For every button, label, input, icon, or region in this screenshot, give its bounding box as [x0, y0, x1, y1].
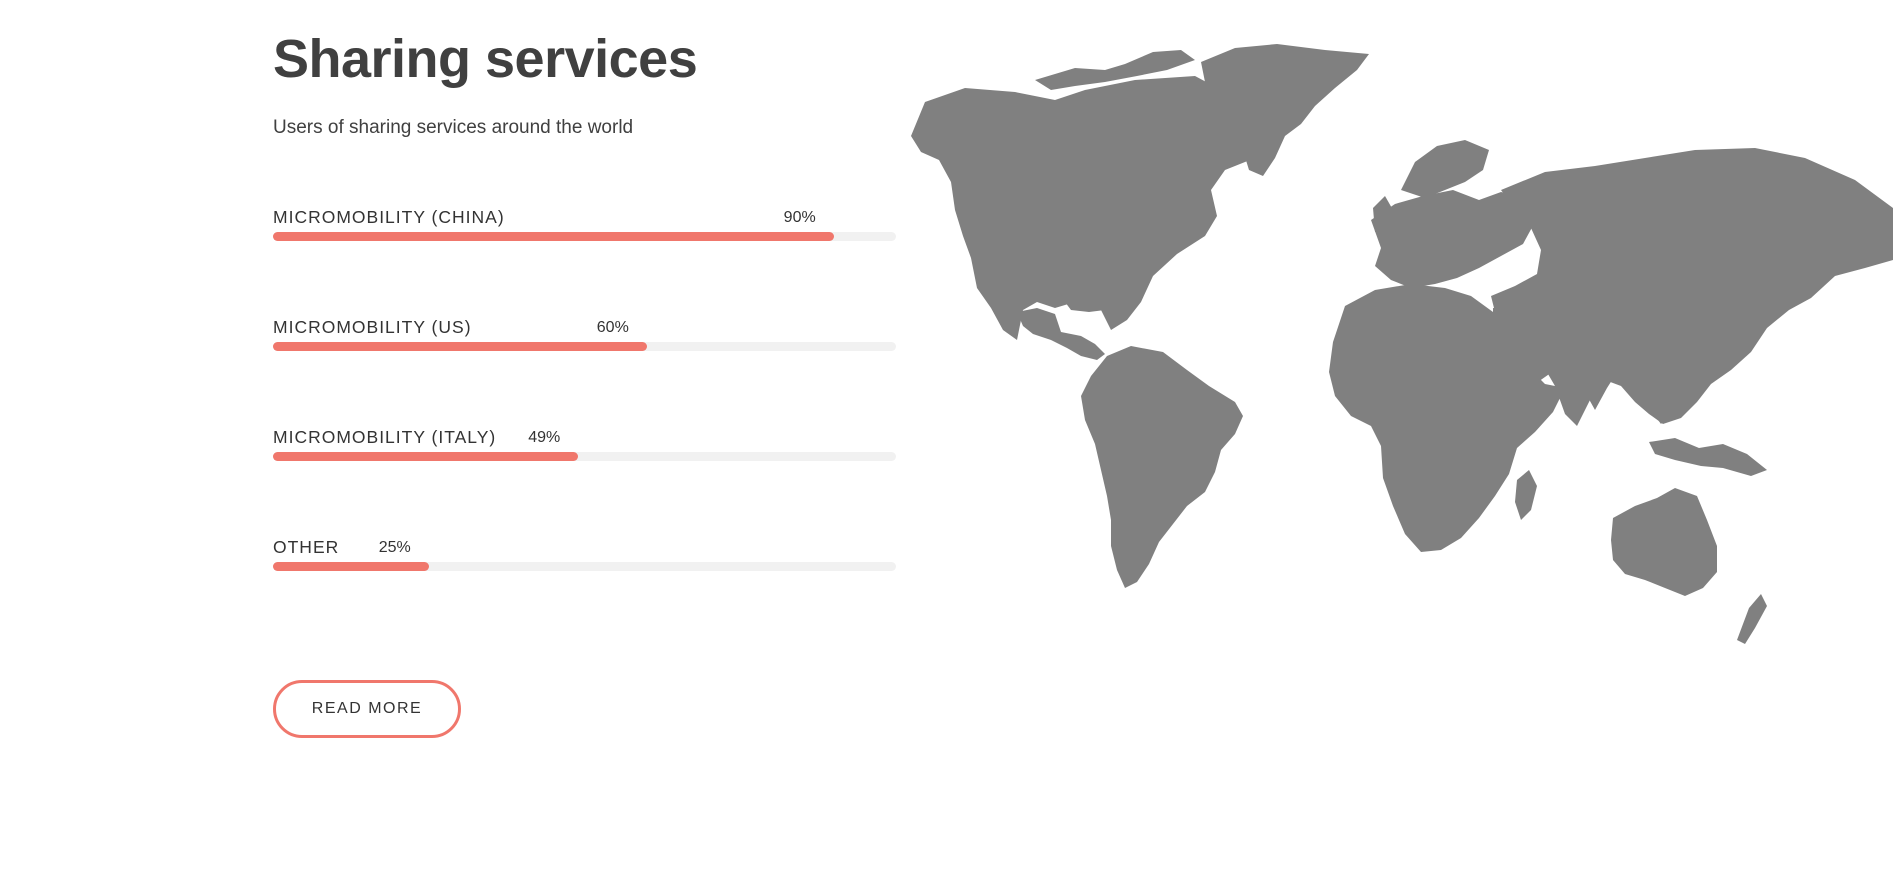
progress-track [273, 342, 896, 351]
page-subtitle: Users of sharing services around the wor… [273, 117, 634, 138]
progress-value: 90% [783, 209, 816, 226]
progress-track [273, 452, 896, 461]
southeast-asia-shape [1645, 366, 1681, 424]
progress-item: MICROMOBILITY (CHINA) 90% [273, 206, 896, 316]
uk-shape [1373, 196, 1393, 232]
africa-shape [1329, 284, 1565, 552]
progress-fill [273, 232, 834, 241]
progress-item: MICROMOBILITY (US) 60% [273, 316, 896, 426]
progress-list: MICROMOBILITY (CHINA) 90% MICROMOBILITY … [273, 206, 896, 624]
progress-value: 60% [596, 319, 629, 336]
madagascar-shape [1515, 470, 1537, 520]
progress-fill [273, 562, 429, 571]
progress-label: OTHER [273, 537, 340, 557]
south-america-shape [1081, 346, 1243, 588]
page-title: Sharing services [273, 29, 698, 89]
arctic-islands-shape [1035, 50, 1195, 90]
world-map-svg [911, 44, 1893, 644]
australia-shape [1611, 488, 1717, 596]
read-more-button[interactable]: READ MORE [273, 680, 461, 738]
map-land [911, 44, 1893, 644]
indonesia-shape [1649, 438, 1767, 476]
progress-item: OTHER 25% [273, 536, 896, 624]
progress-label: MICROMOBILITY (US) [273, 317, 472, 337]
progress-label: MICROMOBILITY (ITALY) [273, 427, 497, 447]
progress-fill [273, 452, 579, 461]
europe-shape [1371, 190, 1535, 288]
arabia-shape [1493, 308, 1565, 384]
progress-label: MICROMOBILITY (CHINA) [273, 207, 505, 227]
content-column: Sharing services Users of sharing servic… [273, 22, 896, 738]
progress-fill [273, 342, 647, 351]
progress-value: 25% [378, 539, 411, 556]
progress-value: 49% [528, 429, 561, 446]
progress-track [273, 232, 896, 241]
progress-item: MICROMOBILITY (ITALY) 49% [273, 426, 896, 536]
north-america-shape [911, 76, 1255, 340]
central-america-shape [1017, 308, 1105, 360]
asia-shape [1491, 148, 1893, 426]
world-map-icon [905, 40, 1893, 820]
progress-track [273, 562, 896, 571]
new-zealand-shape [1737, 594, 1767, 644]
greenland-shape [1201, 44, 1369, 176]
india-shape [1569, 330, 1625, 410]
japan-shape [1751, 276, 1783, 332]
caribbean-shape [1065, 302, 1105, 312]
scandinavia-shape [1401, 140, 1489, 198]
